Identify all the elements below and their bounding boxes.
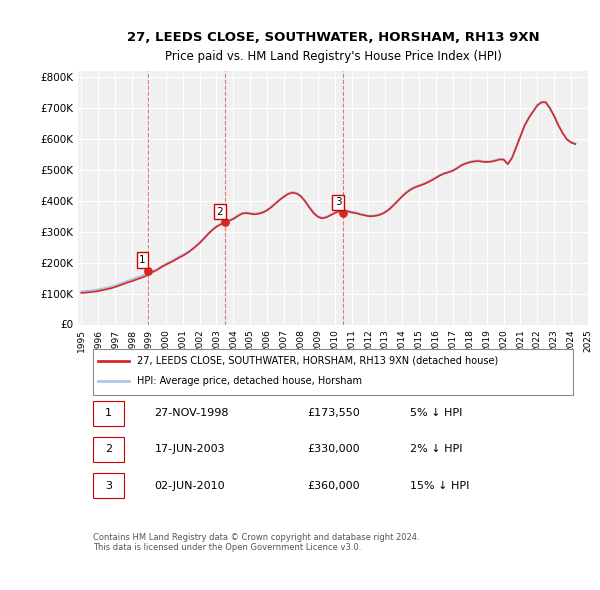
Text: 27-NOV-1998: 27-NOV-1998	[155, 408, 229, 418]
Text: 1: 1	[139, 255, 146, 265]
Text: 15% ↓ HPI: 15% ↓ HPI	[409, 481, 469, 490]
Text: £330,000: £330,000	[308, 444, 360, 454]
Text: 5% ↓ HPI: 5% ↓ HPI	[409, 408, 462, 418]
Text: 2: 2	[105, 444, 112, 454]
Text: Contains HM Land Registry data © Crown copyright and database right 2024.
This d: Contains HM Land Registry data © Crown c…	[94, 533, 420, 552]
Text: £173,550: £173,550	[308, 408, 360, 418]
Text: 3: 3	[105, 481, 112, 490]
Text: 3: 3	[335, 197, 341, 207]
Text: 27, LEEDS CLOSE, SOUTHWATER, HORSHAM, RH13 9XN (detached house): 27, LEEDS CLOSE, SOUTHWATER, HORSHAM, RH…	[137, 355, 498, 365]
Text: 2% ↓ HPI: 2% ↓ HPI	[409, 444, 462, 454]
Text: 17-JUN-2003: 17-JUN-2003	[155, 444, 225, 454]
FancyBboxPatch shape	[94, 437, 124, 462]
Point	[220, 218, 230, 227]
FancyBboxPatch shape	[94, 401, 124, 426]
Text: 1: 1	[105, 408, 112, 418]
Text: £360,000: £360,000	[308, 481, 360, 490]
Point	[143, 266, 152, 276]
Text: HPI: Average price, detached house, Horsham: HPI: Average price, detached house, Hors…	[137, 376, 362, 386]
Text: 2: 2	[217, 206, 223, 217]
Text: 27, LEEDS CLOSE, SOUTHWATER, HORSHAM, RH13 9XN: 27, LEEDS CLOSE, SOUTHWATER, HORSHAM, RH…	[127, 31, 539, 44]
FancyBboxPatch shape	[94, 473, 124, 498]
Text: Price paid vs. HM Land Registry's House Price Index (HPI): Price paid vs. HM Land Registry's House …	[164, 50, 502, 63]
Point	[338, 208, 348, 218]
FancyBboxPatch shape	[94, 349, 573, 395]
Text: 02-JUN-2010: 02-JUN-2010	[155, 481, 225, 490]
